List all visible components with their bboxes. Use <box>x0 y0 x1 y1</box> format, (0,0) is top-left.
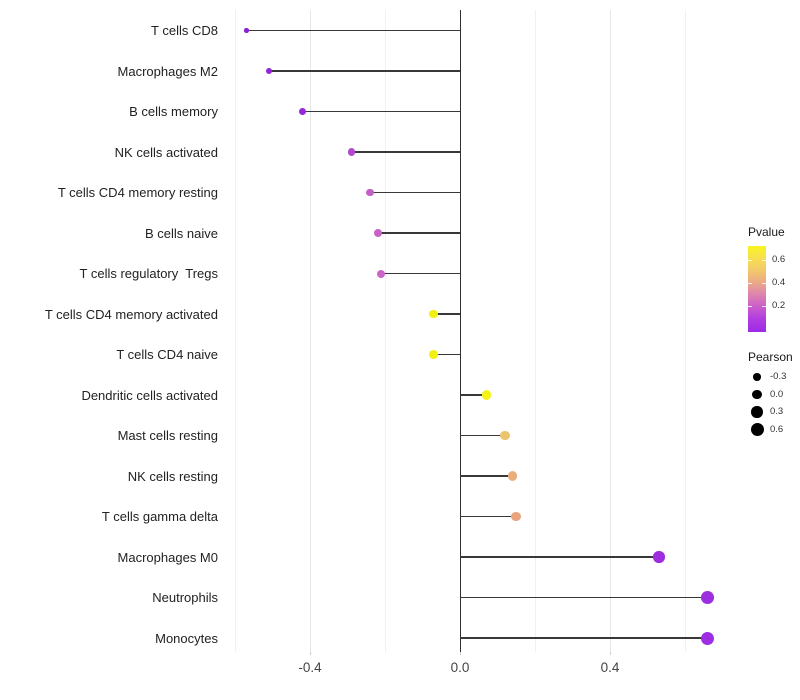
colorbar-tick-label: 0.2 <box>772 300 786 312</box>
lollipop-dot <box>507 471 518 481</box>
gridline-minor <box>235 10 236 652</box>
lollipop-segment <box>460 556 659 558</box>
colorbar-tick-label: 0.4 <box>772 276 786 288</box>
lollipop-segment <box>460 637 708 639</box>
lollipop-segment <box>381 272 460 275</box>
lollipop-segment <box>433 313 460 315</box>
lollipop-segment <box>268 70 460 72</box>
lollipop-dot <box>500 430 510 441</box>
lollipop-segment <box>302 110 460 113</box>
lollipop-dot <box>701 631 714 645</box>
lollipop-dot <box>299 108 306 115</box>
category-label: T cells gamma delta <box>101 509 218 524</box>
category-label: T cells regulatory Tregs <box>79 266 218 281</box>
category-label: NK cells activated <box>114 144 218 160</box>
x-axis-tick <box>460 652 461 655</box>
lollipop-dot <box>347 148 355 156</box>
colorbar-tick-mark <box>748 282 752 284</box>
lollipop-dot <box>244 28 249 33</box>
lollipop-segment <box>246 29 460 32</box>
pearson-size-label: 0.0 <box>770 388 784 400</box>
lollipop-dot <box>429 309 439 319</box>
category-label: Monocytes <box>155 630 218 646</box>
lollipop-segment <box>370 191 460 194</box>
lollipop-dot <box>373 229 382 237</box>
x-axis-tick <box>310 652 311 655</box>
lollipop-segment <box>460 475 513 477</box>
lollipop-dot <box>377 269 386 278</box>
lollipop-segment <box>377 232 460 234</box>
lollipop-dot <box>653 551 665 563</box>
gridline-minor <box>535 10 536 652</box>
pearson-size-label: 0.6 <box>770 423 784 435</box>
lollipop-dot <box>366 188 374 197</box>
colorbar-tick-mark <box>748 260 752 262</box>
pearson-size-dot <box>752 389 762 400</box>
colorbar-tick-mark <box>762 306 766 308</box>
lollipop-dot <box>511 511 522 522</box>
colorbar-tick-mark <box>748 306 752 308</box>
lollipop-segment <box>460 434 505 437</box>
category-label: NK cells resting <box>127 468 218 484</box>
colorbar-tick-label: 0.6 <box>772 254 786 266</box>
category-label: T cells CD4 memory activated <box>44 306 218 322</box>
pearson-size-dot <box>750 423 764 436</box>
category-label: B cells naive <box>145 225 218 241</box>
lollipop-dot <box>701 591 714 604</box>
lollipop-segment <box>460 515 517 518</box>
category-label: Dendritic cells activated <box>81 387 218 403</box>
lollipop-segment <box>351 151 460 153</box>
pearson-size-dot <box>753 373 761 381</box>
lollipop-segment <box>433 353 460 356</box>
pvalue-legend-title: Pvalue <box>748 225 785 239</box>
lollipop-dot <box>265 68 272 74</box>
lollipop-dot <box>429 350 439 359</box>
pvalue-colorbar <box>748 246 766 332</box>
x-tick-label: 0.0 <box>450 660 470 675</box>
pearson-size-dot <box>751 406 763 418</box>
category-label: Neutrophils <box>152 590 218 605</box>
zero-baseline-line <box>460 10 462 652</box>
category-label: Mast cells resting <box>117 428 218 443</box>
category-label: T cells CD4 memory resting <box>57 185 218 200</box>
gridline-minor <box>685 10 686 652</box>
category-label: B cells memory <box>129 104 218 119</box>
lollipop-dot <box>481 390 491 400</box>
colorbar-tick-mark <box>762 282 766 284</box>
gridline-minor <box>385 10 386 652</box>
category-label: T cells CD4 naive <box>116 347 218 362</box>
category-label: T cells CD8 <box>151 23 218 38</box>
x-tick-label: -0.4 <box>298 660 322 675</box>
lollipop-segment <box>460 596 708 599</box>
category-label: Macrophages M2 <box>117 63 218 79</box>
colorbar-tick-mark <box>762 260 766 262</box>
category-label: Macrophages M0 <box>117 549 218 565</box>
x-tick-label: 0.4 <box>600 660 620 675</box>
lollipop-segment <box>460 394 487 396</box>
x-axis-tick <box>610 652 611 655</box>
pearson-size-label: 0.3 <box>770 406 784 417</box>
gridline-major <box>610 10 611 652</box>
gridline-major <box>310 10 311 652</box>
pearson-legend-title: Pearson <box>748 350 793 364</box>
pearson-size-label: -0.3 <box>770 371 787 382</box>
